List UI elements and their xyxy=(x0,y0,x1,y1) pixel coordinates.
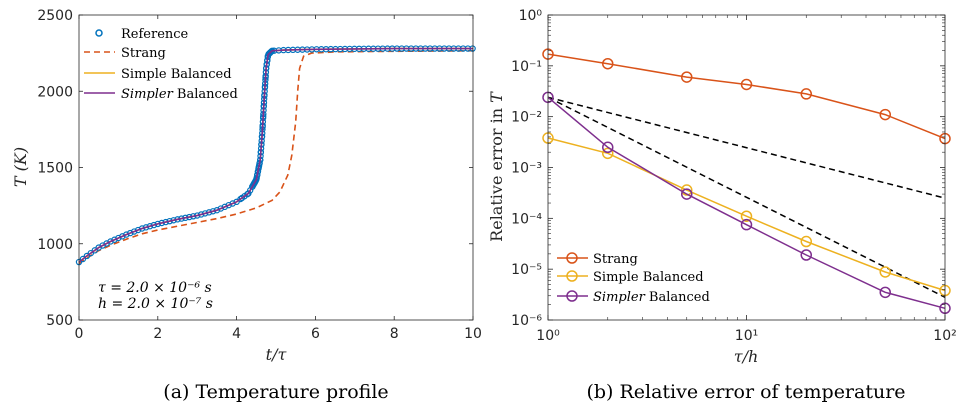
reference-marker xyxy=(127,229,134,237)
temperature-legend: Reference Strang Simple Balanced Simpler… xyxy=(84,27,238,102)
h-annotation: h = 2.0 × 10⁻⁷ s xyxy=(98,296,213,312)
temperature-plot-area xyxy=(75,45,476,266)
temperature-caption: (a) Temperature profile xyxy=(163,381,388,403)
temperature-profile-panel: 0 2 4 6 8 10 500 1000 1500 2000 2500 t/τ T (K) Ref… xyxy=(11,8,482,403)
error-x-axis-label: τ/h xyxy=(734,347,759,366)
y-tick-label: 1500 xyxy=(37,161,73,177)
reference-marker xyxy=(266,49,273,57)
y-tick-label: 10⁻¹ xyxy=(511,59,542,75)
x-tick-label: 4 xyxy=(232,326,241,342)
y-tick-label: 10⁰ xyxy=(519,8,543,24)
strang-line xyxy=(547,53,946,140)
legend-simple-balanced-label: Simple Balanced xyxy=(593,270,704,285)
error-y-axis-label: Relative error in T xyxy=(487,91,506,242)
simple-balanced-point xyxy=(740,210,753,222)
legend-strang-label: Strang xyxy=(121,46,166,61)
temperature-y-axis-label: T (K) xyxy=(11,147,30,187)
strang-point xyxy=(879,108,891,121)
temperature-x-axis-label: t/τ xyxy=(266,345,288,364)
strang-point xyxy=(602,57,614,70)
simpler-balanced-line xyxy=(78,47,473,263)
error-legend: Strang Simple Balanced Simpler Balanced xyxy=(557,252,710,305)
tau-annotation: τ = 2.0 × 10⁻⁶ s xyxy=(98,280,212,296)
x-tick-label: 8 xyxy=(390,326,399,342)
y-tick-label: 10⁻⁴ xyxy=(511,211,542,227)
simpler-balanced-point xyxy=(800,249,813,261)
y-tick-label: 10⁻⁶ xyxy=(511,313,542,329)
legend-strang-marker xyxy=(566,252,578,264)
simpler-balanced-point xyxy=(680,188,693,200)
simpler-balanced-point xyxy=(602,141,614,154)
reference-slope-line-1 xyxy=(547,96,946,199)
legend-reference-label: Reference xyxy=(121,27,189,42)
legend-simpler-balanced-label: Simpler Balanced xyxy=(593,290,710,305)
y-tick-label: 10⁻³ xyxy=(511,161,542,177)
x-tick-label: 10¹ xyxy=(735,328,758,344)
x-tick-label: 2 xyxy=(153,326,162,342)
reference-marker xyxy=(238,194,246,202)
reference-marker xyxy=(134,226,142,234)
reference-marker xyxy=(123,231,130,238)
y-tick-label: 2000 xyxy=(37,84,73,100)
reference-marker xyxy=(130,228,138,235)
simpler-balanced-line xyxy=(547,96,946,310)
simple-balanced-point xyxy=(680,184,693,196)
legend-simple-balanced-label: Simple Balanced xyxy=(121,67,232,82)
legend-simple-balanced-marker xyxy=(566,270,578,282)
error-plot-area xyxy=(542,48,951,315)
x-tick-label: 0 xyxy=(75,326,84,342)
simpler-balanced-point xyxy=(879,286,891,299)
error-caption: (b) Relative error of temperature xyxy=(586,381,905,403)
legend-simpler-balanced-label: Simpler Balanced xyxy=(121,87,238,102)
y-tick-label: 1000 xyxy=(37,237,73,253)
y-tick-label: 10⁻⁵ xyxy=(511,262,542,278)
strang-line xyxy=(78,50,474,265)
strang-point xyxy=(680,71,693,83)
x-tick-label: 10² xyxy=(933,328,956,344)
simpler-balanced-point xyxy=(740,218,753,231)
simple-balanced-point xyxy=(800,235,813,248)
strang-point xyxy=(740,78,753,91)
y-tick-label: 2500 xyxy=(37,8,73,24)
legend-reference-marker xyxy=(95,29,103,37)
legend-simpler-balanced-marker xyxy=(566,290,578,302)
temperature-axis-ticks: 0 2 4 6 8 10 500 1000 1500 2000 2500 xyxy=(37,8,482,342)
y-tick-label: 10⁻² xyxy=(511,110,542,126)
relative-error-panel: 10⁰ 10¹ 10² 10⁻⁶ 10⁻⁵ 10⁻⁴ 10⁻³ 10⁻² 10⁻¹ 10⁰ τ/h… xyxy=(487,8,957,403)
strang-point xyxy=(800,88,813,100)
reference-marker xyxy=(79,255,87,263)
reference-slope-line-2 xyxy=(547,96,946,298)
y-tick-label: 500 xyxy=(46,313,73,329)
x-tick-label: 6 xyxy=(311,326,320,342)
x-tick-label: 10 xyxy=(464,326,482,342)
simple-balanced-line xyxy=(547,137,946,292)
error-axis-ticks: 10⁰ 10¹ 10² 10⁻⁶ 10⁻⁵ 10⁻⁴ 10⁻³ 10⁻² 10⁻¹ 10⁰ xyxy=(511,8,957,344)
simple-balanced-point xyxy=(879,266,891,278)
simple-balanced-point xyxy=(602,147,614,160)
x-tick-label: 10⁰ xyxy=(536,328,560,344)
legend-strang-label: Strang xyxy=(593,252,638,267)
